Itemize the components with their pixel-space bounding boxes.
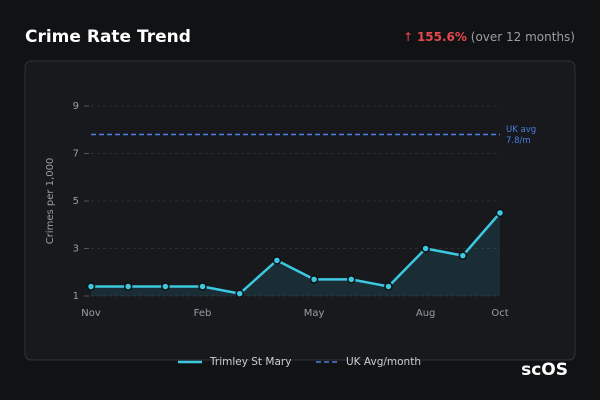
point — [123, 282, 133, 291]
brand: scOS — [521, 360, 568, 380]
point — [272, 256, 282, 265]
legend-label: UK Avg/month — [346, 356, 421, 368]
x-tick-label: May — [304, 308, 325, 319]
point — [384, 282, 393, 291]
change-note: (over 12 months) — [471, 30, 575, 44]
point — [235, 289, 244, 298]
change: ↑ 155.6% (over 12 months) — [403, 30, 575, 44]
point — [421, 244, 430, 253]
x-tick-label: Feb — [194, 308, 212, 319]
change-arrow: ↑ — [403, 30, 413, 44]
point — [309, 275, 319, 284]
point — [86, 282, 96, 291]
point — [198, 282, 207, 291]
y-tick-label: 1 — [73, 291, 79, 302]
line — [91, 212, 501, 295]
point — [458, 251, 468, 260]
point — [347, 275, 356, 284]
x-tick-label: Nov — [81, 308, 101, 319]
reference-label: 7.8/m — [506, 136, 531, 146]
y-tick-label: 3 — [73, 244, 79, 255]
y-tick-label: 9 — [73, 101, 79, 112]
y-tick-label: 7 — [73, 149, 79, 160]
y-axis-label: Crimes per 1,000 — [45, 158, 56, 245]
point — [495, 208, 505, 218]
change-value: 155.6% — [417, 30, 467, 44]
y-tick-label: 5 — [73, 196, 79, 207]
reference-label: UK avg — [506, 125, 536, 135]
point — [161, 282, 170, 291]
x-tick-label: Oct — [491, 308, 508, 319]
x-tick-label: Aug — [416, 308, 436, 319]
title: Crime Rate Trend — [25, 27, 191, 47]
legend-label: Trimley St Mary — [209, 356, 291, 368]
